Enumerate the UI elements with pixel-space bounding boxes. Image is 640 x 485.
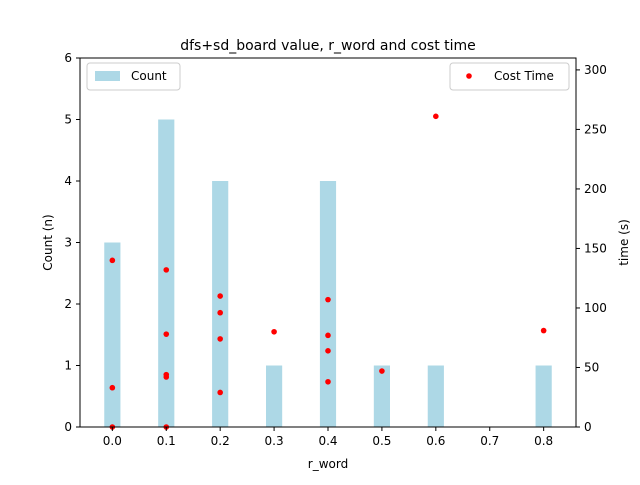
scatter-point	[217, 389, 223, 396]
x-tick-label: 0.5	[372, 434, 391, 448]
scatter-point	[540, 327, 547, 334]
scatter-point	[325, 378, 331, 385]
bar	[373, 365, 390, 427]
legend-count: Count	[86, 62, 181, 91]
scatter-point	[379, 368, 385, 374]
scatter-point	[433, 113, 439, 120]
bar	[319, 181, 337, 427]
scatter-point	[325, 332, 331, 339]
legend-cost-time-marker	[466, 73, 472, 79]
bar	[535, 365, 552, 427]
legend-cost-time: Cost Time	[449, 62, 570, 91]
y-tick-label-right: 50	[584, 360, 599, 374]
bars-layer	[104, 119, 552, 427]
x-tick-label: 0.1	[157, 434, 176, 448]
scatter-point	[109, 257, 116, 264]
x-tick-label: 0.4	[318, 434, 337, 448]
y-tick-label-left: 5	[64, 113, 72, 127]
bar	[158, 119, 175, 427]
bar	[104, 242, 121, 427]
y-tick-label-left: 3	[64, 236, 72, 250]
y-axis-title-left: Count (n)	[41, 214, 55, 270]
scatter-point	[217, 309, 223, 316]
x-axis-title: r_word	[308, 457, 348, 471]
x-tick-label: 0.6	[426, 434, 445, 448]
legend-count-swatch	[95, 71, 120, 81]
y-tick-label-left: 1	[64, 359, 72, 373]
y-tick-label-left: 4	[64, 174, 72, 188]
legend-count-label: Count	[131, 69, 167, 83]
scatter-point	[325, 348, 331, 354]
x-tick-label: 0.7	[480, 434, 499, 448]
y-tick-label-left: 2	[64, 297, 72, 311]
chart-title: dfs+sd_board value, r_word and cost time	[180, 38, 476, 54]
bar	[212, 181, 229, 427]
scatter-point	[163, 374, 170, 380]
scatter-point	[325, 296, 331, 303]
y-tick-label-right: 100	[584, 301, 607, 315]
x-tick-label: 0.2	[211, 434, 230, 448]
y-tick-label-left: 0	[64, 420, 72, 434]
scatter-point	[217, 293, 223, 299]
bar	[427, 365, 444, 427]
x-tick-label: 0.8	[534, 434, 553, 448]
y-tick-label-right: 150	[584, 241, 607, 255]
scatter-point	[163, 267, 170, 273]
scatter-point	[271, 328, 277, 335]
legend-count-frame	[86, 62, 181, 91]
y-tick-label-right: 200	[584, 182, 607, 196]
scatter-point	[217, 336, 223, 342]
y-tick-label-left: 6	[64, 51, 72, 65]
bar	[266, 365, 283, 427]
axes-layer: 0.0 0.1 0.2 0.3 0.4 0.5 0.6 0.7 0.8 0 1 2 3 4 5 6 0 50 100…	[64, 51, 607, 448]
points-layer	[109, 113, 547, 430]
legend-cost-time-frame	[449, 62, 570, 91]
scatter-point	[163, 331, 170, 337]
y-tick-label-right: 300	[584, 63, 607, 77]
y-tick-label-right: 250	[584, 122, 607, 136]
x-tick-label: 0.0	[103, 434, 122, 448]
y-axis-title-right: time (s)	[617, 219, 631, 266]
legend-cost-time-label: Cost Time	[494, 69, 554, 83]
scatter-point	[109, 384, 116, 391]
x-tick-label: 0.3	[265, 434, 284, 448]
y-tick-label-right: 0	[584, 420, 592, 434]
